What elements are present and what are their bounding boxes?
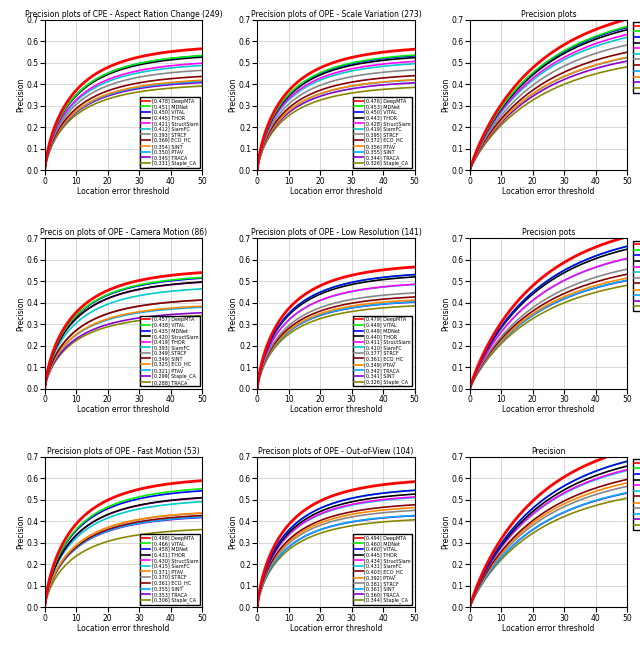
Y-axis label: Precision: Precision [441,515,450,549]
Legend: DeepMTA, MDNet, VITAL, THOR, StructSiam, SiamFC, STRCF, ECO_HC, SINT, PTAV, TRAC: DeepMTA, MDNet, VITAL, THOR, StructSiam,… [633,22,640,93]
X-axis label: Location error threshold: Location error threshold [502,406,595,415]
Y-axis label: Precision: Precision [228,296,237,330]
Legend: [0.478] DeepMTA, [0.451] MDNet, [0.450] VITAL, [0.445] THOR, [0.421] StructSiam,: [0.478] DeepMTA, [0.451] MDNet, [0.450] … [140,97,200,168]
Y-axis label: Precision: Precision [16,296,25,330]
Title: Precision plots of CPE - Aspect Ration Change (249): Precision plots of CPE - Aspect Ration C… [25,10,222,19]
Title: Precision plots of OPE - Low Resolution (141): Precision plots of OPE - Low Resolution … [251,229,421,237]
Y-axis label: Precision: Precision [16,78,25,112]
Legend: [0.479] DeepMTA, [0.449] VITAL, [0.449] MDNet, [0.440] THOR, [0.411] StructSiam,: [0.479] DeepMTA, [0.449] VITAL, [0.449] … [353,315,412,387]
Title: Precison plots of OPE - Out-of-View (104): Precison plots of OPE - Out-of-View (104… [259,447,413,456]
X-axis label: Location error threshold: Location error threshold [290,187,382,196]
Y-axis label: Precision: Precision [228,515,237,549]
X-axis label: Location error threshold: Location error threshold [502,624,595,633]
Y-axis label: Precision: Precision [441,78,450,112]
Legend: DeepMTA, VITAL, MDNet, THOR, StructSiam, SiamFC, STRCF, ECO_HC, PTAV, TRACA, SIN: DeepMTA, VITAL, MDNet, THOR, StructSiam,… [633,240,640,311]
Legend: [0.494] DeepMTA, [0.460] MDNet, [0.460] VITAL, [0.445] THOR, [0.434] StructSiam,: [0.494] DeepMTA, [0.460] MDNet, [0.460] … [353,534,412,605]
X-axis label: Location error threshold: Location error threshold [502,187,595,196]
Y-axis label: Precision: Precision [228,78,237,112]
Legend: [0.457] DeepMTA, [0.438] VITAL, [0.435] MDNet, [0.420] StructSiam, [0.419] THOR,: [0.457] DeepMTA, [0.438] VITAL, [0.435] … [140,315,200,387]
X-axis label: Location error threshold: Location error threshold [77,187,170,196]
Legend: [0.476] DeepMTA, [0.453] MDNet, [0.450] VITAL, [0.443] THOR, [0.428] StructSiam,: [0.476] DeepMTA, [0.453] MDNet, [0.450] … [353,97,412,168]
X-axis label: Location error threshold: Location error threshold [77,406,170,415]
Title: Precision plots of OPE - Scale Variation (273): Precision plots of OPE - Scale Variation… [251,10,421,19]
Title: Precision plots: Precision plots [521,10,576,19]
Y-axis label: Precision: Precision [16,515,25,549]
X-axis label: Location error threshold: Location error threshold [77,624,170,633]
Legend: [0.498] DeepMTA, [0.466] VITAL, [0.458] MDNet, [0.431] THOR, [0.430] StructSiam,: [0.498] DeepMTA, [0.466] VITAL, [0.458] … [140,534,200,605]
Title: Precis on plots of OPE - Camera Motion (86): Precis on plots of OPE - Camera Motion (… [40,229,207,237]
Title: Precision: Precision [531,447,566,456]
Title: Precision pots: Precision pots [522,229,575,237]
Title: Precision plots of OPE - Fast Motion (53): Precision plots of OPE - Fast Motion (53… [47,447,200,456]
Y-axis label: Precision: Precision [441,296,450,330]
Legend: DeepMTA, MDNet, VITAL, THOR, StructSiam, SiamFC, ECO_HC, PTAV, STRCF, SINT, TRAC: DeepMTA, MDNet, VITAL, THOR, StructSiam,… [633,459,640,530]
X-axis label: Location error threshold: Location error threshold [290,624,382,633]
X-axis label: Location error threshold: Location error threshold [290,406,382,415]
